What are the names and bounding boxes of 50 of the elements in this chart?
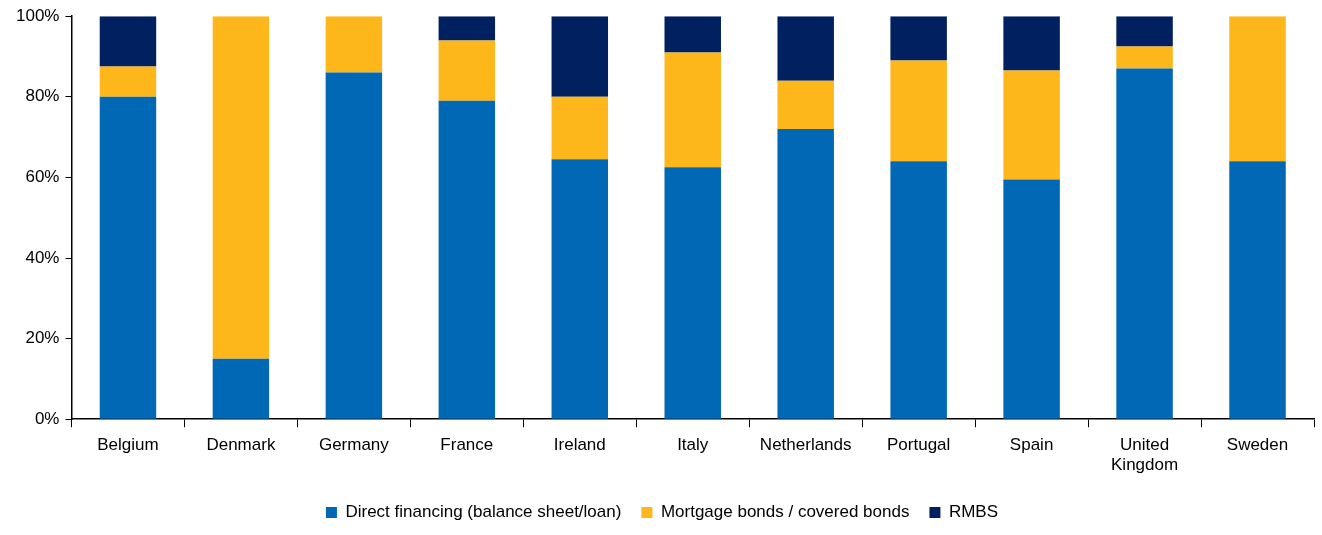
- x-tick-label: United Kingdom: [1111, 435, 1179, 475]
- x-tick-label: Portugal: [886, 435, 951, 455]
- bar: [99, 16, 157, 67]
- x-tick-label: Netherlands: [759, 435, 852, 455]
- bar: [212, 358, 270, 419]
- bar: [1116, 46, 1173, 69]
- bar: [1116, 16, 1173, 47]
- legend-label: Mortgage bonds / covered bonds: [660, 502, 910, 522]
- legend-label: Direct financing (balance sheet/loan): [345, 502, 622, 522]
- bar: [1003, 16, 1060, 71]
- bar: [664, 16, 721, 53]
- x-tick-label: France: [440, 435, 494, 455]
- bar: [890, 16, 947, 61]
- x-tick-label: Germany: [318, 435, 390, 455]
- y-tick-label: 80%: [25, 86, 60, 106]
- bar: [777, 129, 834, 419]
- bar: [890, 60, 947, 162]
- bar: [99, 96, 157, 419]
- y-tick-label: 100%: [16, 5, 60, 25]
- bar: [1229, 161, 1286, 419]
- bar: [1116, 68, 1173, 419]
- bar: [777, 16, 834, 81]
- bar: [325, 16, 383, 73]
- bar: [325, 72, 383, 419]
- bar: [551, 96, 609, 160]
- bar: [1003, 179, 1060, 419]
- y-tick-label: 20%: [25, 328, 60, 348]
- bar: [438, 40, 496, 101]
- x-tick-label: Denmark: [206, 435, 276, 455]
- x-tick-label: Ireland: [553, 435, 606, 455]
- x-tick-label: Italy: [677, 435, 709, 455]
- bar: [212, 16, 270, 359]
- bar: [551, 159, 609, 419]
- y-tick-label: 0%: [34, 408, 60, 428]
- bar: [551, 16, 609, 97]
- bar: [1003, 70, 1060, 180]
- x-tick-label: Belgium: [97, 435, 159, 455]
- bar: [1229, 16, 1286, 162]
- x-tick-label: Sweden: [1226, 435, 1289, 455]
- bar: [438, 16, 496, 41]
- bar: [890, 161, 947, 419]
- bar: [438, 100, 496, 419]
- y-tick-label: 60%: [25, 167, 60, 187]
- bar: [777, 80, 834, 130]
- x-tick-label: Spain: [1009, 435, 1054, 455]
- bar: [664, 52, 721, 168]
- legend-label: RMBS: [948, 502, 999, 522]
- y-tick-label: 40%: [25, 247, 60, 267]
- bar: [664, 167, 721, 419]
- bar: [99, 66, 157, 97]
